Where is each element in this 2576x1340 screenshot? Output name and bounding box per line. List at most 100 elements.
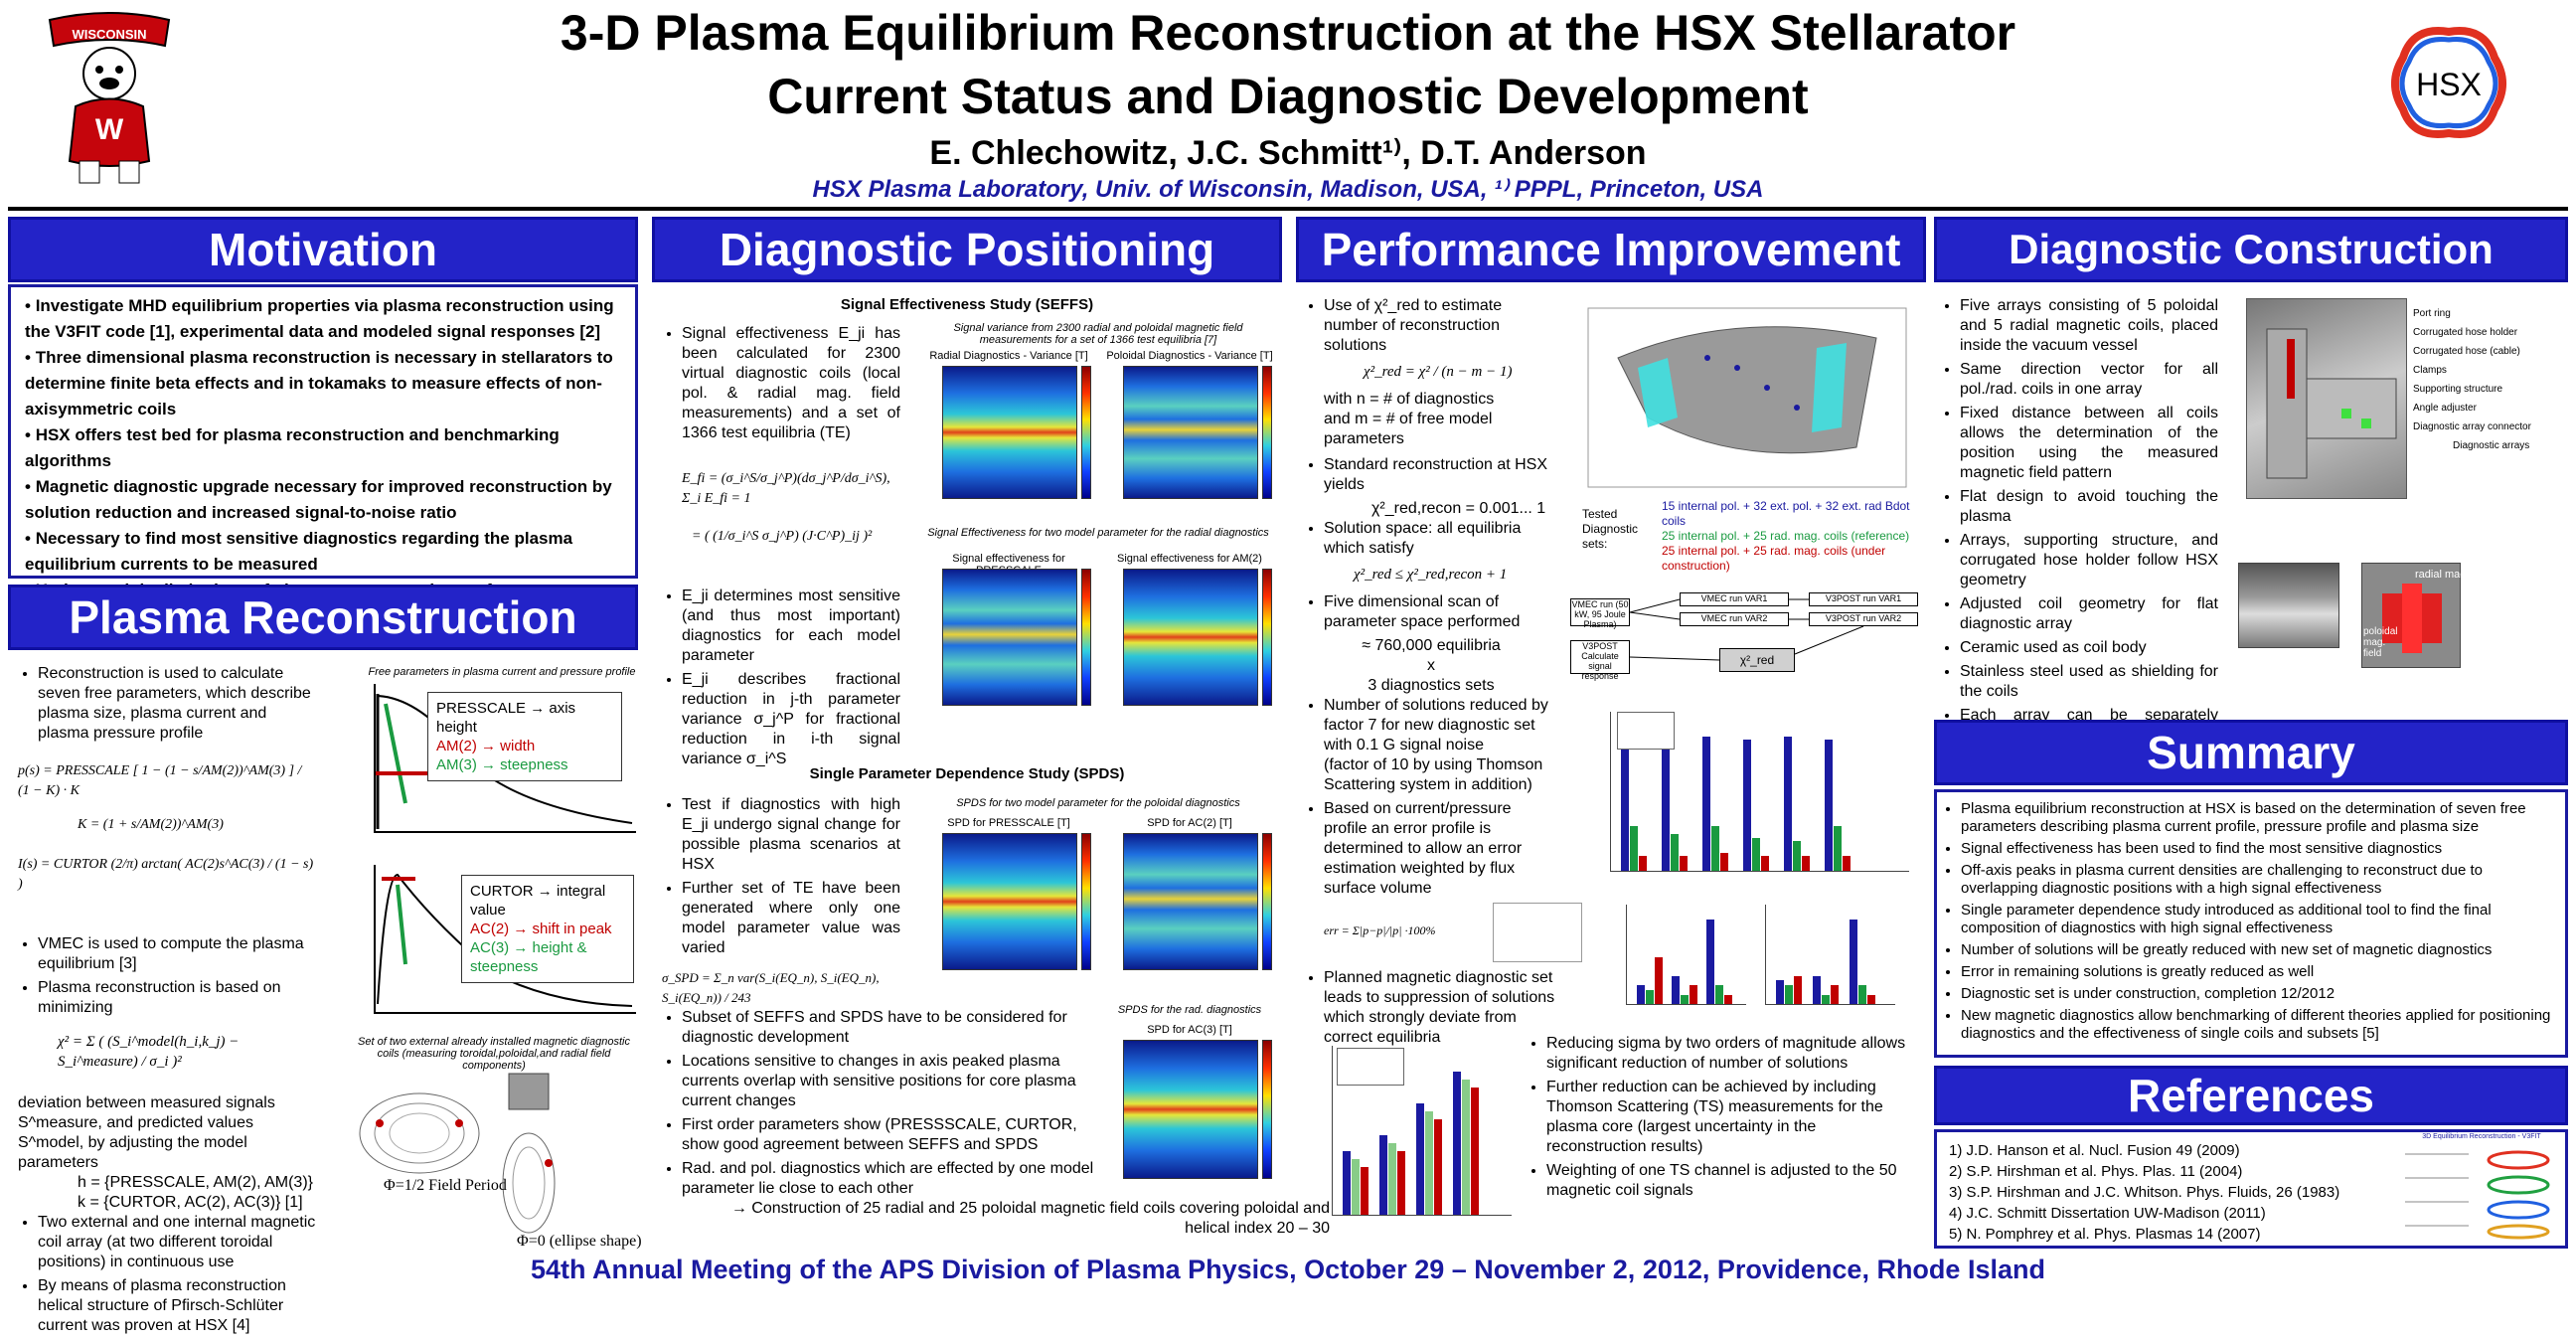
heatmap: [1123, 833, 1258, 970]
bar: [1720, 853, 1728, 871]
scan-sets: 3 diagnostics sets: [1368, 677, 1495, 694]
v3fit-diagram: 3D Equilibrium Reconstruction - V3FIT: [2399, 1133, 2564, 1245]
spds-eq: σ_SPD = Σ_n var(S_i(EQ_n), S_i(EQ_n), S_…: [662, 970, 880, 1005]
flow-chi-red: χ²_red: [1719, 648, 1795, 672]
summary-item-5: Error in remaining solutions is greatly …: [1961, 963, 2557, 981]
result-bullet2: Further reduction can be achieved by inc…: [1546, 1078, 1908, 1157]
summary-heading: Summary: [2147, 727, 2355, 778]
colorbar: [1081, 833, 1091, 970]
legend-presscale: PRESSCALE → axis height: [436, 700, 576, 736]
flow-vmec-var2: VMEC run VAR2: [1680, 612, 1789, 626]
bar: [1639, 856, 1647, 871]
perf-bullet7: Planned magnetic diagnostic set leads to…: [1324, 968, 1558, 1048]
bar: [1680, 856, 1688, 871]
label-arrays: Diagnostic arrays: [2453, 440, 2530, 451]
references-header: References: [1934, 1066, 2568, 1125]
bar: [1711, 826, 1719, 871]
bar: [1793, 841, 1801, 871]
eq-pressure: p(s) = PRESSCALE [ 1 − (1 − s/AM(2))^AM(…: [18, 763, 302, 798]
performance-heading: Performance Improvement: [1321, 224, 1901, 275]
eq-satisfy: χ²_red ≤ χ²_red,recon + 1: [1354, 567, 1508, 583]
current-profile-plot: [374, 865, 636, 1014]
heatmap: [1123, 1040, 1258, 1179]
perf-yield: χ²_red,recon = 0.001... 1: [1371, 500, 1546, 517]
bar: [1843, 856, 1851, 871]
heatmap: [942, 569, 1077, 706]
seffs-title: Signal Effectiveness Study (SEFFS): [840, 296, 1094, 313]
construction-item-3: Flat design to avoid touching the plasma: [1960, 487, 2218, 527]
bar: [1471, 1088, 1479, 1215]
positioning-item-2: First order parameters show (PRESSSCALE,…: [682, 1115, 1099, 1155]
and-m: and m = # of free model parameters: [1324, 411, 1493, 447]
reconstruction-intro: Reconstruction is used to calculate seve…: [38, 664, 316, 744]
bar-chart-main: [1610, 712, 1909, 872]
bar: [1715, 985, 1723, 1004]
label-angle: Angle adjuster: [2413, 403, 2477, 414]
seffs-bullet3: E_ji describes fractional reduction in j…: [682, 670, 900, 769]
bar-chart-main-legend: [1617, 712, 1675, 750]
spds-bullet2: Further set of TE have been generated wh…: [682, 879, 900, 958]
scan-equilibria: ≈ 760,000 equilibria: [1362, 637, 1501, 654]
bar-chart-solutions-legend: [1337, 1048, 1404, 1086]
spds-text: Test if diagnostics with high E_ji under…: [662, 795, 900, 1008]
bar: [1706, 919, 1714, 1004]
spds-bullet1: Test if diagnostics with high E_ji under…: [682, 795, 900, 875]
legend-am3: AM(3) → steepness: [436, 756, 568, 773]
bar: [1425, 1111, 1433, 1215]
flow-v3post-var1: V3POST run VAR1: [1809, 592, 1918, 606]
construction-item-0: Five arrays consisting of 5 poloidal and…: [1960, 296, 2218, 356]
eq-current: I(s) = CURTOR (2/π) arctan( AC(2)s^AC(3)…: [18, 857, 314, 892]
heatmap: [942, 833, 1077, 970]
colorbar: [1081, 569, 1091, 706]
authors: E. Chlechowitz, J.C. Schmitt¹⁾, D.T. And…: [929, 134, 1647, 172]
positioning-item-1: Locations sensitive to changes in axis p…: [682, 1052, 1099, 1111]
bar: [1831, 985, 1839, 1004]
result-bullet1: Reducing sigma by two orders of magnitud…: [1546, 1034, 1908, 1074]
construction-list: Five arrays consisting of 5 poloidal and…: [1940, 296, 2218, 765]
label-clamps: Clamps: [2413, 365, 2447, 376]
label-hose: Corrugated hose (cable): [2413, 346, 2520, 357]
summary-item-4: Number of solutions will be greatly redu…: [1961, 941, 2557, 959]
reference-item-3: 4) J.C. Schmitt Dissertation UW-Madison …: [1949, 1205, 2266, 1222]
bar-chart-small-2: [1765, 905, 1895, 1005]
summary-item-1: Signal effectiveness has been used to fi…: [1961, 840, 2557, 858]
bar: [1761, 856, 1769, 871]
bar: [1867, 994, 1875, 1004]
label-hose-holder: Corrugated hose holder: [2413, 327, 2518, 338]
bar: [1343, 1151, 1351, 1215]
colorbar: [1262, 833, 1272, 970]
reference-item-2: 3) S.P. Hirshman and J.C. Whitson. Phys.…: [1949, 1184, 2340, 1201]
bar-chart-small-1: [1626, 905, 1746, 1005]
workflow-diagram: VMEC run (50 kW, 95 Joule Plasma) VMEC r…: [1570, 592, 1920, 682]
perf-bullet1: Use of χ²_red to estimate number of reco…: [1324, 296, 1558, 356]
motivation-item-1: Three dimensional plasma reconstruction …: [25, 345, 625, 422]
eq-chi2: χ² = Σ ( (S_i^model(h_i,k_j) − S_i^measu…: [58, 1034, 240, 1070]
h-set: h = {PRESSCALE, AM(2), AM(3)}: [78, 1174, 313, 1191]
plasma-reconstruction-text: Reconstruction is used to calculate seve…: [18, 664, 316, 1340]
motivation-header: Motivation: [8, 217, 638, 282]
summary-item-0: Plasma equilibrium reconstruction at HSX…: [1961, 800, 2557, 836]
error-eq-figure: err = Σ|p−p|/|p| ·100%: [1304, 903, 1582, 962]
legend-am2: AM(2) → width: [436, 738, 536, 754]
bar: [1724, 994, 1732, 1004]
bar: [1671, 833, 1679, 871]
logo-hsx: HSX: [2383, 18, 2514, 147]
poster-title-line1: 3-D Plasma Equilibrium Reconstruction at…: [560, 5, 2016, 61]
legend-curtor: CURTOR → integral value: [470, 883, 606, 919]
footer-conference: 54th Annual Meeting of the APS Division …: [531, 1255, 2045, 1284]
plasma-reconstruction-header: Plasma Reconstruction: [8, 585, 638, 650]
bar: [1858, 985, 1866, 1004]
profile-figure-caption: Free parameters in plasma current and pr…: [368, 666, 636, 678]
summary-list: Plasma equilibrium reconstruction at HSX…: [1937, 800, 2565, 1043]
motivation-box: Investigate MHD equilibrium properties v…: [8, 284, 638, 599]
scan-details: ≈ 760,000 equilibria x 3 diagnostics set…: [1304, 636, 1558, 696]
error-eq: err = Σ|p−p|/|p| ·100%: [1324, 923, 1436, 937]
construction-item-4: Arrays, supporting structure, and corrug…: [1960, 531, 2218, 590]
bar: [1743, 740, 1751, 871]
tested-sets-list: 15 internal pol. + 32 ext. pol. + 32 ext…: [1662, 499, 1920, 574]
label-connector: Diagnostic array connector: [2413, 421, 2531, 432]
v3fit-diagram-title: 3D Equilibrium Reconstruction - V3FIT: [2422, 1133, 2541, 1140]
heatmap-spd-ac3: SPD for AC(3) [T]: [1105, 1024, 1274, 1191]
set2: 25 internal pol. + 25 rad. mag. coils (r…: [1662, 529, 1910, 543]
pressure-legend: PRESSCALE → axis height AM(2) → width AM…: [427, 692, 622, 781]
